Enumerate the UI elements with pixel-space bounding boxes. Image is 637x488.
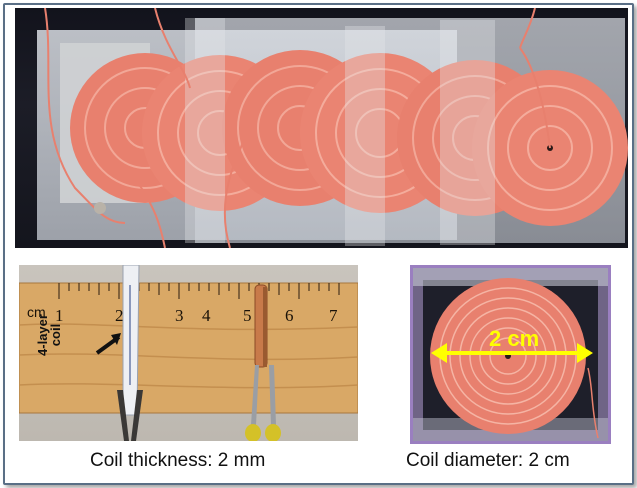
layer-label-line: coil xyxy=(48,323,63,347)
lead-wire xyxy=(519,8,536,49)
tape-strip xyxy=(345,26,385,246)
coil-array-photo xyxy=(15,8,628,248)
lead-wire xyxy=(587,367,599,439)
ruler-number: 6 xyxy=(285,306,294,325)
tape-strip xyxy=(413,268,608,286)
ruler-number: 3 xyxy=(175,306,184,325)
diameter-arrow xyxy=(431,343,593,363)
lead-wire xyxy=(134,177,166,248)
ruler-number: 5 xyxy=(243,306,252,325)
ruler-ticks xyxy=(58,283,340,299)
thickness-caption: Coil thickness: 2 mm xyxy=(90,450,266,471)
coil xyxy=(430,278,586,434)
ruler-number: 1 xyxy=(55,306,64,325)
probe xyxy=(251,365,259,425)
ruler-number: 4 xyxy=(202,306,211,325)
four-layer-coil-label: 4-layer coil xyxy=(35,305,63,365)
tweezers xyxy=(117,390,129,441)
lead-wire xyxy=(519,47,551,149)
lead-wire xyxy=(223,117,256,248)
coil-diameter-illustration xyxy=(413,268,608,441)
tape-strip xyxy=(440,20,495,245)
ruler-numbers: 1 2 3 4 5 6 7 xyxy=(55,306,338,325)
ruler-unit-label: cm xyxy=(27,304,46,320)
tape-hole xyxy=(94,202,106,214)
coil-array-illustration xyxy=(37,8,628,248)
ruler-number: 7 xyxy=(329,306,338,325)
diameter-caption: Coil diameter: 2 cm xyxy=(406,450,570,471)
ruler-number: 2 xyxy=(115,306,124,325)
ruler-photo: cm 1 2 3 4 5 6 7 xyxy=(19,265,358,441)
coil-diameter-photo xyxy=(410,265,611,444)
lead-wire xyxy=(154,8,191,89)
ruler-illustration: cm 1 2 3 4 5 6 7 xyxy=(19,265,358,441)
tape-strip xyxy=(185,18,225,243)
diameter-annotation: 2 cm xyxy=(489,326,540,351)
coil-sample xyxy=(122,265,140,416)
ruler-body xyxy=(19,283,358,413)
lead-wire xyxy=(44,8,126,224)
